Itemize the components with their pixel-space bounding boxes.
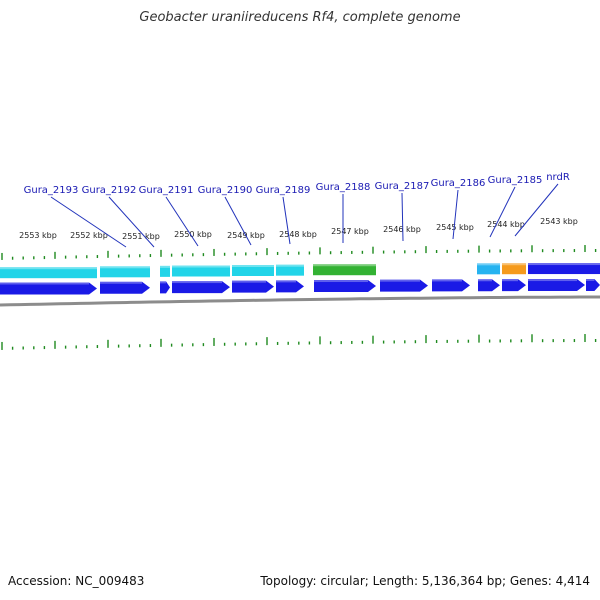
- cds-highlight: [502, 279, 518, 282]
- feature-highlight: [160, 265, 170, 268]
- cds-arrow: [172, 281, 230, 294]
- cds-highlight: [432, 279, 462, 282]
- feature-highlight: [502, 263, 526, 266]
- cds-highlight: [276, 280, 296, 283]
- cds-highlight: [100, 281, 142, 284]
- cds-track: [0, 279, 600, 295]
- gene-label: Gura_2188: [316, 182, 371, 193]
- cds-arrow: [160, 281, 170, 294]
- inner-tick-track: [1, 245, 597, 260]
- cds-arrow: [432, 279, 470, 292]
- gene-label: Gura_2190: [198, 185, 253, 196]
- feature-block: [100, 266, 150, 278]
- cds-arrow: [314, 280, 376, 293]
- cds-arrow: [380, 279, 428, 292]
- feature-highlight: [172, 265, 230, 268]
- cds-highlight: [172, 281, 222, 284]
- cds-highlight: [380, 279, 420, 282]
- gene-label: Gura_2191: [139, 185, 194, 196]
- feature-block: [276, 264, 304, 276]
- gene-leader-line: [50, 196, 127, 248]
- backbone: [0, 295, 600, 307]
- gene-leader-line: [282, 196, 291, 245]
- feature-block: [232, 264, 274, 276]
- cds-arrow: [528, 279, 585, 292]
- scale-label: 2550 kbp: [174, 230, 212, 239]
- gene-leader-line: [401, 192, 404, 242]
- scale-label: 2543 kbp: [540, 217, 578, 226]
- gene-leader-line: [165, 196, 199, 247]
- gene-label: Gura_2193: [24, 185, 79, 196]
- topology-label: Topology: circular; Length: 5,136,364 bp…: [260, 574, 590, 588]
- scale-label: 2546 kbp: [383, 225, 421, 234]
- scale-label: 2548 kbp: [279, 230, 317, 239]
- feature-highlight: [232, 264, 274, 267]
- gene-leader-line: [514, 183, 559, 237]
- feature-highlight: [276, 264, 304, 267]
- feature-block: [172, 265, 230, 277]
- scale-label: 2544 kbp: [487, 220, 525, 229]
- feature-block: [502, 263, 526, 275]
- cds-arrow: [0, 282, 97, 295]
- scale-label: 2553 kbp: [19, 231, 57, 240]
- outer-tick-track: [1, 334, 597, 350]
- backbone-line: [0, 295, 600, 307]
- gene-label: Gura_2192: [82, 185, 137, 196]
- cds-arrow: [586, 279, 600, 292]
- scale-label: 2551 kbp: [122, 232, 160, 241]
- cds-arrow: [100, 281, 150, 294]
- cds-highlight: [160, 281, 166, 284]
- cds-highlight: [232, 280, 266, 283]
- gene-label: Gura_2189: [256, 185, 311, 196]
- feature-highlight: [100, 266, 150, 269]
- gene-leader-line: [224, 196, 252, 246]
- feature-highlight: [0, 267, 97, 270]
- feature-block: [160, 265, 170, 277]
- cds-highlight: [586, 279, 595, 282]
- scale-label: 2547 kbp: [331, 227, 369, 236]
- gene-label: Gura_2186: [431, 178, 486, 189]
- feature-track: [0, 263, 600, 279]
- gene-leader-line: [489, 186, 516, 238]
- feature-highlight: [313, 264, 376, 267]
- gene-labels: Gura_2193 Gura_2192 Gura_2191 Gura_2190 Gura…: [24, 172, 570, 248]
- cds-arrow: [502, 279, 526, 292]
- scale-label: 2552 kbp: [70, 231, 108, 240]
- gene-label: Gura_2185: [488, 175, 543, 186]
- cds-arrow: [276, 280, 304, 293]
- scale-label: 2545 kbp: [436, 223, 474, 232]
- feature-highlight: [528, 263, 600, 266]
- gene-leader-line: [452, 189, 459, 240]
- feature-highlight: [477, 263, 500, 266]
- accession-label: Accession: NC_009483: [8, 574, 145, 588]
- gene-label: Gura_2187: [375, 181, 430, 192]
- feature-block: [528, 263, 600, 275]
- cds-highlight: [314, 280, 368, 283]
- feature-block: [0, 267, 97, 279]
- cds-highlight: [0, 282, 89, 285]
- cds-arrow: [478, 279, 500, 292]
- cds-highlight: [528, 279, 577, 282]
- feature-block: [313, 264, 376, 276]
- gene-leader-line: [108, 196, 155, 248]
- feature-block: [477, 263, 500, 275]
- map-title: Geobacter uraniireducens Rf4, complete g…: [139, 10, 461, 25]
- cds-arrow: [232, 280, 274, 293]
- cds-highlight: [478, 279, 492, 282]
- gene-label: nrdR: [546, 172, 570, 183]
